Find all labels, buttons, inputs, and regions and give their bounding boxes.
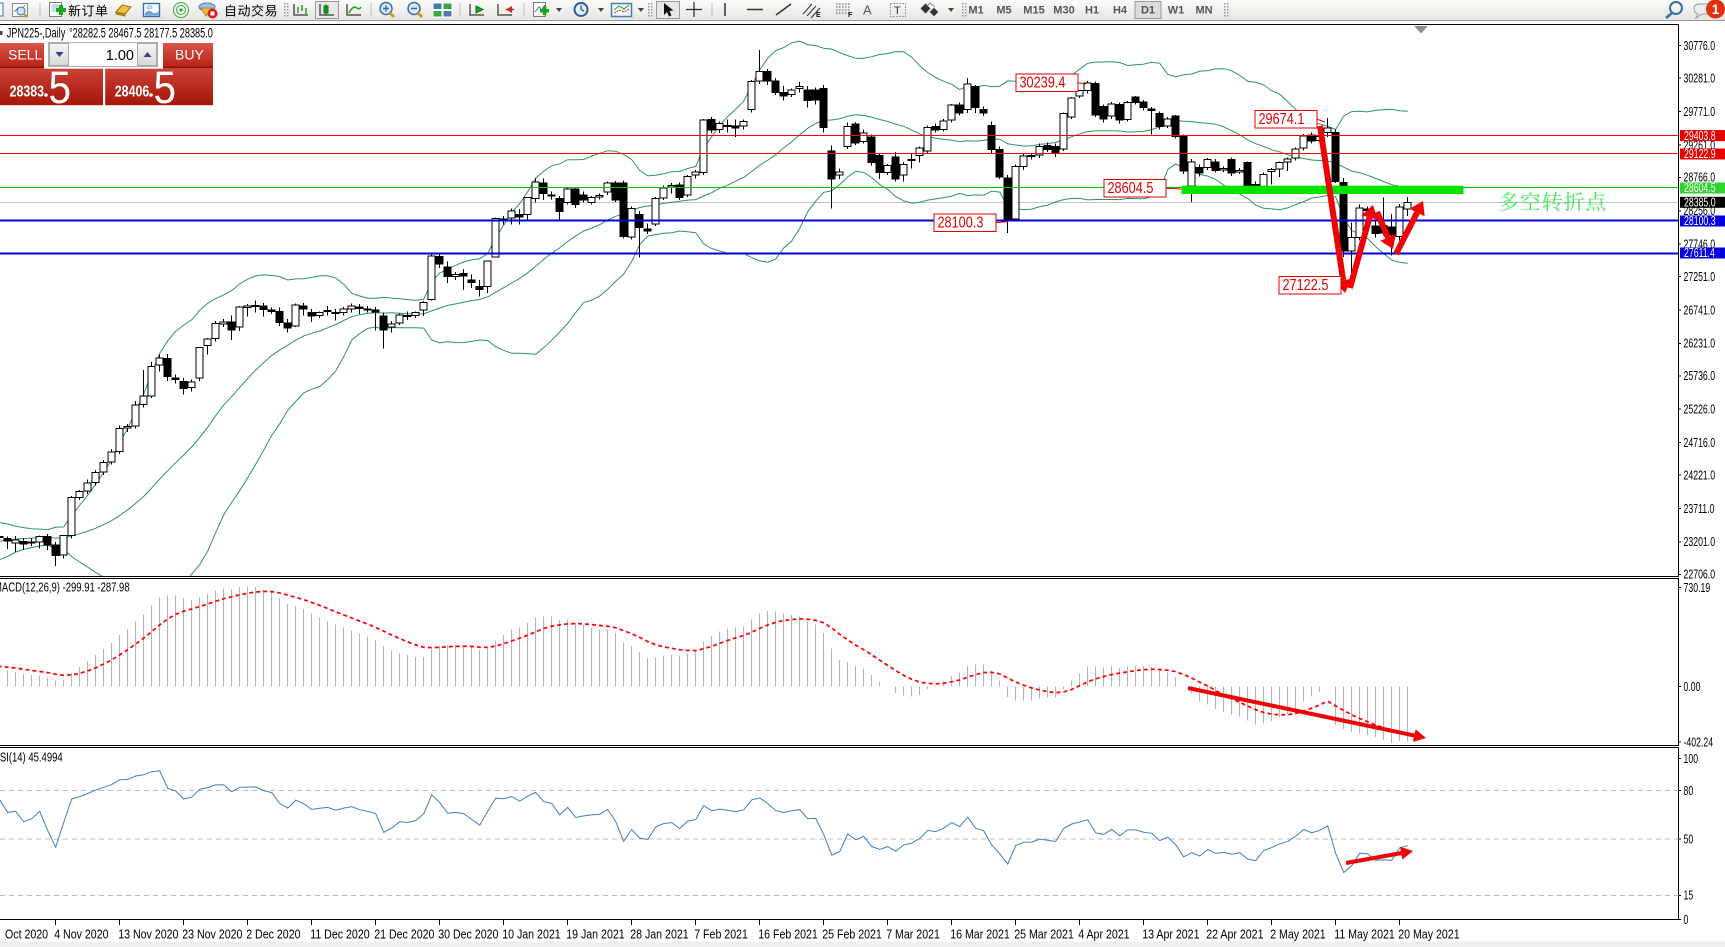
- svg-text:730.19: 730.19: [1684, 581, 1711, 595]
- svg-text:27122.5: 27122.5: [1283, 277, 1329, 294]
- svg-text:28766.0: 28766.0: [1684, 171, 1716, 185]
- svg-text:28604.5: 28604.5: [1684, 182, 1716, 196]
- svg-text:23 Nov 2020: 23 Nov 2020: [182, 928, 242, 942]
- svg-text:27611.4: 27611.4: [1684, 247, 1715, 261]
- svg-text:28385.0: 28385.0: [1684, 196, 1716, 210]
- svg-text:D1: D1: [1141, 5, 1155, 17]
- svg-text:W1: W1: [1168, 5, 1185, 17]
- svg-text:7 Feb 2021: 7 Feb 2021: [694, 928, 748, 942]
- svg-text:E: E: [816, 12, 821, 19]
- svg-text:MACD(12,26,9) -299.91 -287.98: MACD(12,26,9) -299.91 -287.98: [0, 581, 130, 595]
- svg-text:1.00: 1.00: [106, 48, 134, 64]
- svg-text:25736.0: 25736.0: [1684, 370, 1716, 384]
- svg-text:80: 80: [1684, 785, 1694, 799]
- svg-text:22706.0: 22706.0: [1684, 568, 1716, 582]
- svg-text:30281.0: 30281.0: [1684, 72, 1716, 86]
- svg-text:7 Mar 2021: 7 Mar 2021: [886, 928, 940, 942]
- svg-text:19 Jan 2021: 19 Jan 2021: [566, 928, 624, 942]
- svg-text:0.00: 0.00: [1684, 681, 1701, 695]
- svg-text:28604.5: 28604.5: [1108, 180, 1154, 197]
- svg-text:25226.0: 25226.0: [1684, 403, 1716, 417]
- svg-text:A: A: [863, 3, 872, 18]
- svg-text:4 Apr 2021: 4 Apr 2021: [1078, 928, 1129, 942]
- svg-text:SELL: SELL: [8, 47, 42, 63]
- svg-text:28383: 28383: [10, 82, 45, 100]
- svg-text:F: F: [848, 12, 853, 19]
- svg-text:29674.1: 29674.1: [1259, 111, 1305, 128]
- svg-text:28406: 28406: [115, 82, 150, 100]
- svg-text:29122.9: 29122.9: [1684, 148, 1716, 162]
- svg-text:21 Dec 2020: 21 Dec 2020: [374, 928, 434, 942]
- svg-text:27251.0: 27251.0: [1684, 270, 1716, 284]
- svg-text:26741.0: 26741.0: [1684, 304, 1716, 318]
- svg-text:2 Dec 2020: 2 Dec 2020: [246, 928, 300, 942]
- svg-text:5: 5: [154, 63, 177, 113]
- svg-text:H1: H1: [1085, 5, 1099, 17]
- svg-text:13 Nov 2020: 13 Nov 2020: [118, 928, 178, 942]
- svg-text:25 Feb 2021: 25 Feb 2021: [822, 928, 882, 942]
- svg-text:30239.4: 30239.4: [1020, 74, 1066, 91]
- svg-text:0: 0: [1684, 913, 1689, 927]
- svg-text:15: 15: [1684, 889, 1694, 903]
- svg-text:MN: MN: [1195, 5, 1212, 17]
- svg-text:22 Apr 2021: 22 Apr 2021: [1206, 928, 1263, 942]
- svg-text:24716.0: 24716.0: [1684, 437, 1716, 451]
- svg-text:M1: M1: [968, 5, 983, 17]
- svg-text:29771.0: 29771.0: [1684, 105, 1716, 119]
- svg-text:16 Mar 2021: 16 Mar 2021: [950, 928, 1010, 942]
- svg-text:13 Apr 2021: 13 Apr 2021: [1142, 928, 1199, 942]
- svg-text:50: 50: [1684, 833, 1694, 847]
- svg-text:4 Nov 2020: 4 Nov 2020: [54, 928, 108, 942]
- svg-text:11 May 2021: 11 May 2021: [1334, 928, 1395, 942]
- svg-text:26231.0: 26231.0: [1684, 337, 1716, 351]
- svg-text:-402.24: -402.24: [1684, 736, 1714, 750]
- svg-text:°28282.5 28467.5 28177.5 28385: °28282.5 28467.5 28177.5 28385.0: [69, 27, 213, 41]
- svg-text:23201.0: 23201.0: [1684, 536, 1716, 550]
- svg-text:M15: M15: [1023, 5, 1044, 17]
- svg-text:RSI(14) 45.4994: RSI(14) 45.4994: [0, 751, 63, 765]
- svg-text:20 May 2021: 20 May 2021: [1398, 928, 1459, 942]
- svg-text:5: 5: [49, 63, 72, 113]
- svg-text:H4: H4: [1113, 5, 1128, 17]
- svg-text:30 Dec 2020: 30 Dec 2020: [438, 928, 498, 942]
- svg-text:11 Dec 2020: 11 Dec 2020: [310, 928, 369, 942]
- svg-text:30776.0: 30776.0: [1684, 40, 1716, 54]
- svg-text:1: 1: [1712, 1, 1720, 17]
- svg-text:M30: M30: [1053, 5, 1074, 17]
- svg-text:T: T: [894, 5, 901, 17]
- svg-text:23711.0: 23711.0: [1684, 502, 1715, 516]
- svg-text:M5: M5: [996, 5, 1011, 17]
- svg-text:24221.0: 24221.0: [1684, 469, 1716, 483]
- svg-text:29403.8: 29403.8: [1684, 129, 1716, 143]
- svg-text:2 May 2021: 2 May 2021: [1270, 928, 1325, 942]
- svg-text:28 Jan 2021: 28 Jan 2021: [630, 928, 688, 942]
- svg-text:10 Jan 2021: 10 Jan 2021: [502, 928, 560, 942]
- svg-text:BUY: BUY: [175, 47, 204, 63]
- svg-text:16 Feb 2021: 16 Feb 2021: [758, 928, 818, 942]
- svg-text:28100.3: 28100.3: [938, 214, 984, 231]
- svg-text:25 Mar 2021: 25 Mar 2021: [1014, 928, 1074, 942]
- svg-text:Oct 2020: Oct 2020: [5, 928, 48, 942]
- svg-text:28100.3: 28100.3: [1684, 215, 1716, 229]
- svg-text:100: 100: [1684, 752, 1699, 766]
- svg-text:JPN225-,Daily: JPN225-,Daily: [7, 27, 66, 41]
- svg-text:28256.0: 28256.0: [1684, 205, 1716, 219]
